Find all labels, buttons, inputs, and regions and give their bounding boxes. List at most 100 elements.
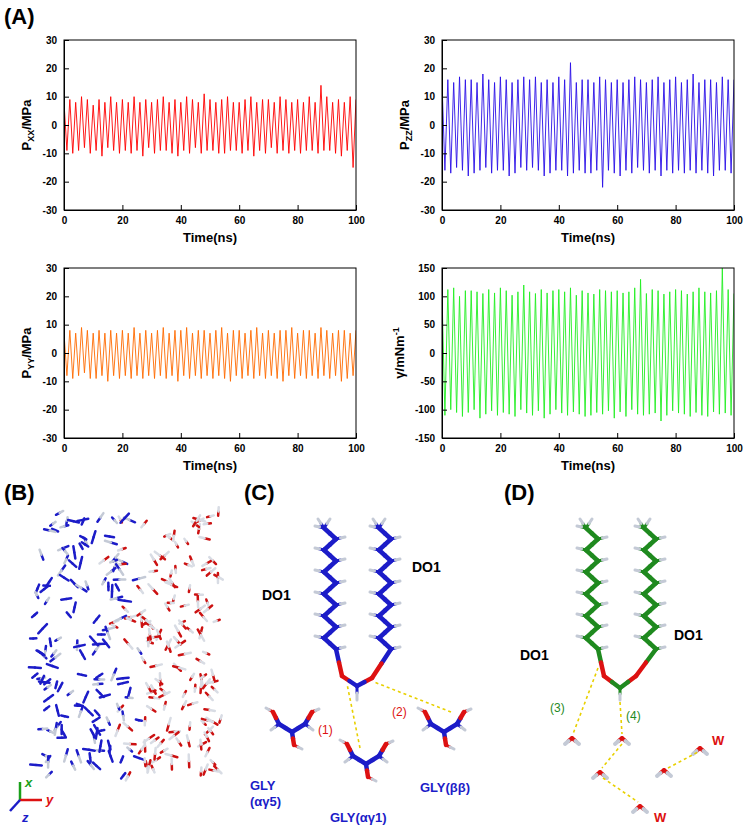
y-tick-label: -100 [415, 404, 435, 415]
x-tick-label: 0 [440, 215, 446, 226]
bond [106, 643, 109, 647]
bond [589, 519, 592, 524]
bond [140, 590, 143, 594]
bond [565, 741, 569, 744]
y-tick-mark [442, 268, 447, 269]
bond [127, 618, 131, 620]
bond [44, 682, 47, 684]
y-title-sub: YY [26, 358, 36, 370]
y-tick: -50 [421, 376, 447, 387]
bond [635, 526, 640, 527]
y-tick: 50 [424, 319, 447, 330]
bond [48, 685, 51, 687]
y-tick: 0 [429, 348, 447, 359]
bond [176, 738, 178, 742]
bond [341, 647, 346, 648]
bond [603, 647, 608, 648]
bond [127, 748, 129, 750]
bond [604, 775, 608, 778]
bond [97, 766, 101, 769]
x-tick-label: 80 [293, 215, 305, 226]
bond [201, 635, 204, 641]
molecule-label: GLY(αγ1) [330, 810, 387, 825]
bond [128, 644, 132, 649]
x-axis-line [443, 438, 735, 439]
panel-letter: (B) [4, 480, 35, 505]
y-tick-mark [442, 153, 447, 154]
bond [120, 570, 124, 575]
x-tick: 100 [726, 433, 743, 454]
bond [219, 577, 223, 579]
bond [636, 663, 646, 677]
x-tick: 20 [495, 205, 507, 226]
bond [65, 551, 68, 554]
bond [207, 720, 213, 722]
bond [423, 727, 427, 730]
bond [175, 644, 180, 647]
bond [370, 548, 375, 549]
bond [668, 773, 672, 776]
bond [157, 630, 159, 634]
bond [218, 770, 222, 774]
x-tick: 60 [234, 433, 246, 454]
x-tick-label: 40 [176, 443, 188, 454]
bond [179, 621, 182, 625]
bond [194, 688, 197, 692]
y-tick: -30 [43, 433, 69, 444]
hydrogen-bond [602, 744, 622, 768]
x-axis-title: Time(ns) [183, 230, 237, 245]
x-tick-mark [298, 205, 299, 210]
bond [370, 592, 375, 593]
bond [201, 676, 203, 678]
bond [153, 769, 154, 772]
bond [215, 690, 218, 693]
bond [603, 625, 608, 626]
y-tick: 10 [46, 91, 69, 102]
y-title-part: P [19, 142, 34, 151]
y-tick: 100 [418, 291, 447, 302]
panel-letter: (A) [4, 4, 35, 29]
bond [81, 557, 82, 563]
y-tick-label: 10 [46, 319, 58, 330]
bond [370, 526, 375, 527]
y-axis-title: PZZ/MPa [397, 99, 414, 150]
bond [635, 592, 640, 593]
figure: (A)(B)(C)(D)020406080100-30-20-100102030… [0, 0, 755, 829]
bond [200, 605, 205, 608]
bond [382, 649, 392, 664]
y-tick-label: -10 [43, 376, 58, 387]
bond [98, 633, 101, 636]
bond [64, 734, 65, 737]
bond [60, 511, 64, 513]
bond [147, 706, 151, 709]
y-title-part: /MPa [19, 99, 34, 130]
y-tick-label: 10 [46, 91, 58, 102]
bond [97, 730, 100, 735]
x-tick-mark [617, 433, 618, 438]
bond [37, 650, 41, 652]
hydrogen-bond [347, 684, 360, 748]
x-tick: 60 [612, 433, 624, 454]
bond [164, 692, 169, 694]
y-tick-mark [64, 68, 69, 69]
bond [209, 727, 213, 731]
hydrogen-bond [620, 702, 622, 734]
bond [183, 694, 185, 697]
bond [199, 740, 202, 745]
bond [169, 718, 171, 724]
y-tick: -100 [415, 404, 447, 415]
x-tick-label: 20 [495, 443, 507, 454]
y-tick-mark [64, 353, 69, 354]
x-tick-label: 100 [726, 443, 743, 454]
bond [105, 695, 110, 696]
bond [43, 727, 47, 730]
plot-frame [442, 268, 734, 438]
bond [97, 713, 99, 716]
bond [143, 758, 146, 762]
bond [156, 664, 162, 665]
bond [199, 537, 204, 538]
y-tick-mark [442, 68, 447, 69]
x-tick: 60 [234, 205, 246, 226]
y-title-part: /MPa [397, 99, 412, 130]
x-tick-mark [559, 205, 560, 210]
